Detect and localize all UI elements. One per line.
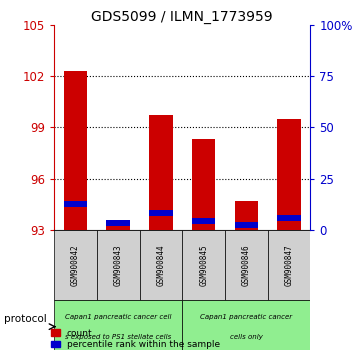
Bar	[54, 300, 182, 350]
Text: GSM900842: GSM900842	[71, 244, 80, 286]
Text: GSM900844: GSM900844	[156, 244, 165, 286]
Bar	[54, 230, 97, 300]
Bar	[106, 220, 130, 226]
Bar	[64, 201, 87, 207]
Bar	[268, 230, 310, 300]
Text: s exposed to PS1 stellate cells: s exposed to PS1 stellate cells	[65, 334, 171, 340]
Text: Capan1 pancreatic cancer: Capan1 pancreatic cancer	[200, 313, 292, 320]
Bar	[192, 218, 216, 224]
Text: protocol: protocol	[4, 314, 46, 324]
Text: Capan1 pancreatic cancer cell: Capan1 pancreatic cancer cell	[65, 313, 171, 320]
Text: GSM900843: GSM900843	[114, 244, 123, 286]
Bar	[182, 230, 225, 300]
Bar	[149, 115, 173, 230]
Text: GSM900846: GSM900846	[242, 244, 251, 286]
Bar	[106, 225, 130, 230]
Title: GDS5099 / ILMN_1773959: GDS5099 / ILMN_1773959	[91, 10, 273, 24]
Text: GSM900847: GSM900847	[284, 244, 293, 286]
Bar	[277, 119, 301, 230]
Bar	[235, 222, 258, 228]
Bar	[235, 201, 258, 230]
Bar	[192, 139, 216, 230]
Bar	[182, 300, 310, 350]
Bar	[97, 230, 140, 300]
Bar	[140, 230, 182, 300]
Text: cells only: cells only	[230, 334, 263, 340]
Bar	[277, 215, 301, 221]
Bar	[225, 230, 268, 300]
Bar	[149, 210, 173, 216]
Text: GSM900845: GSM900845	[199, 244, 208, 286]
Bar	[64, 71, 87, 230]
Legend: count, percentile rank within the sample: count, percentile rank within the sample	[52, 329, 220, 349]
